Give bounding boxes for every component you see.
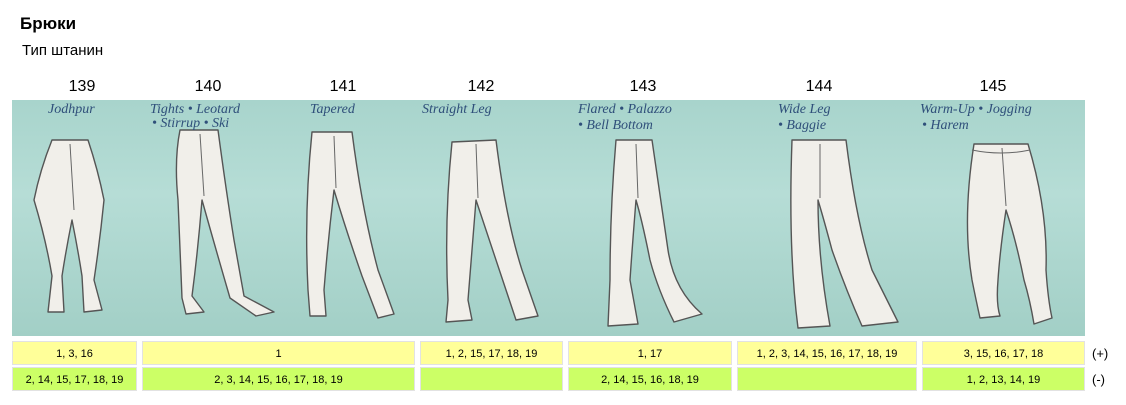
caption-143-line2: • Bell Bottom — [578, 118, 653, 133]
caption-145-line2: • Harem — [922, 118, 969, 133]
minus-cell-140-141: 2, 3, 14, 15, 16, 17, 18, 19 — [142, 367, 415, 391]
flared-pants-drawing — [607, 139, 703, 327]
harem-pants-drawing — [966, 143, 1053, 325]
column-number-139: 139 — [68, 78, 96, 95]
page-title: Брюки — [20, 14, 77, 33]
column-number-140: 140 — [194, 78, 222, 95]
column-number-144: 144 — [805, 78, 833, 95]
caption-141: Tapered — [310, 102, 355, 117]
minus-cell-143: 2, 14, 15, 16, 18, 19 — [568, 367, 732, 391]
column-number-143: 143 — [629, 78, 657, 95]
caption-139: Jodhpur — [48, 102, 95, 117]
trouser-illustration-band: Jodhpur Tights • Leotard • Stirrup • Ski… — [12, 100, 1085, 336]
minus-sign-label: (-) — [1092, 372, 1105, 387]
minus-cell-142 — [420, 367, 563, 391]
minus-cell-145: 1, 2, 13, 14, 19 — [922, 367, 1085, 391]
plus-cell-143: 1, 17 — [568, 341, 732, 365]
caption-140-line2: • Stirrup • Ski — [152, 116, 230, 131]
plus-sign-label: (+) — [1092, 346, 1109, 361]
page-subtitle: Тип штанин — [22, 42, 104, 59]
caption-140-line1: Tights • Leotard — [150, 102, 240, 117]
plus-cell-140-141: 1 — [142, 341, 415, 365]
plus-cell-142: 1, 2, 15, 17, 18, 19 — [420, 341, 563, 365]
minus-cell-139: 2, 14, 15, 17, 18, 19 — [12, 367, 137, 391]
plus-cell-144: 1, 2, 3, 14, 15, 16, 17, 18, 19 — [737, 341, 917, 365]
stirrup-pants-drawing — [175, 129, 275, 317]
minus-cell-144 — [737, 367, 917, 391]
straight-leg-pants-drawing — [445, 139, 539, 323]
caption-142: Straight Leg — [422, 102, 492, 117]
plus-cell-139: 1, 3, 16 — [12, 341, 137, 365]
tapered-pants-drawing — [305, 131, 395, 319]
column-number-145: 145 — [979, 78, 1007, 95]
jodhpur-pants-drawing — [33, 139, 105, 313]
caption-145-line1: Warm-Up • Jogging — [920, 102, 1032, 117]
trouser-drawings — [33, 129, 1053, 329]
caption-144-line1: Wide Leg — [778, 102, 831, 117]
plus-cell-145: 3, 15, 16, 17, 18 — [922, 341, 1085, 365]
caption-143-line1: Flared • Palazzo — [578, 102, 672, 117]
column-number-141: 141 — [329, 78, 357, 95]
wide-leg-pants-drawing — [790, 139, 899, 329]
caption-144-line2: • Baggie — [778, 118, 827, 133]
column-number-142: 142 — [467, 78, 495, 95]
